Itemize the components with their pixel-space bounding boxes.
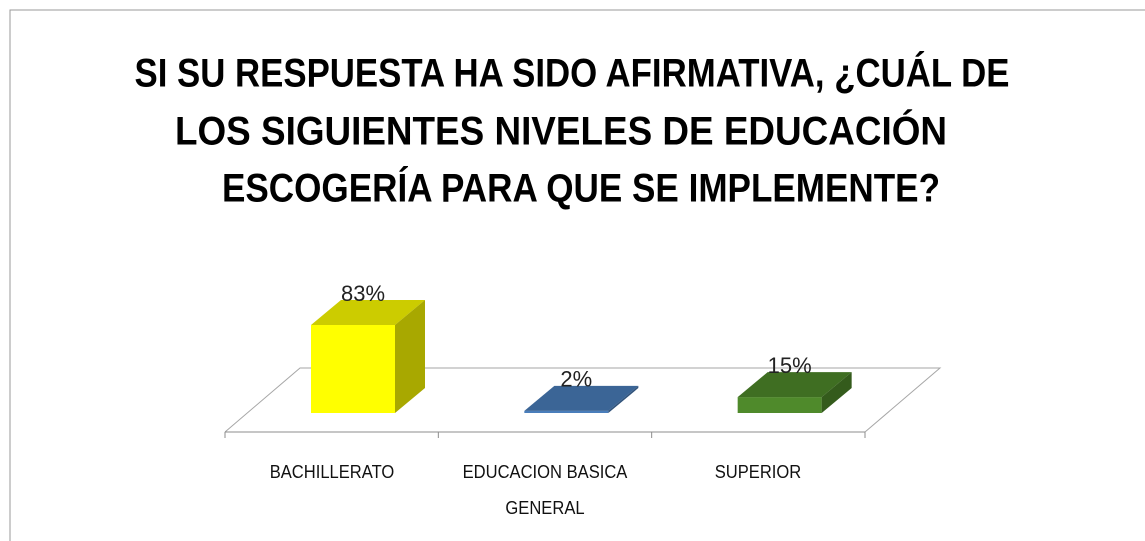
bar-front	[737, 397, 822, 413]
chart-title: SI SU RESPUESTA HA SIDO AFIRMATIVA, ¿CUÁ…	[135, 51, 1010, 96]
chart-title: LOS SIGUIENTES NIVELES DE EDUCACIÓN	[175, 108, 947, 154]
bar-side	[395, 300, 425, 413]
bar-top	[737, 372, 852, 398]
x-tick-label: EDUCACION BASICA GENERAL	[462, 462, 628, 518]
data-label: 2%	[560, 367, 592, 392]
bar-top	[524, 385, 639, 411]
bar-side	[608, 385, 639, 413]
bar-side	[821, 372, 852, 413]
x-tick-label: BACHILLERATO	[269, 462, 394, 482]
x-tick-label: SUPERIOR	[715, 462, 802, 482]
data-label: 83%	[341, 281, 385, 306]
chart-title: ESCOGERÍA PARA QUE SE IMPLEMENTE?	[222, 166, 940, 211]
chart-border	[9, 9, 1145, 541]
bar-front	[311, 325, 395, 413]
floor	[224, 367, 942, 433]
data-label: 15%	[768, 353, 812, 378]
bar-top	[311, 300, 425, 325]
bar-front	[524, 410, 609, 413]
